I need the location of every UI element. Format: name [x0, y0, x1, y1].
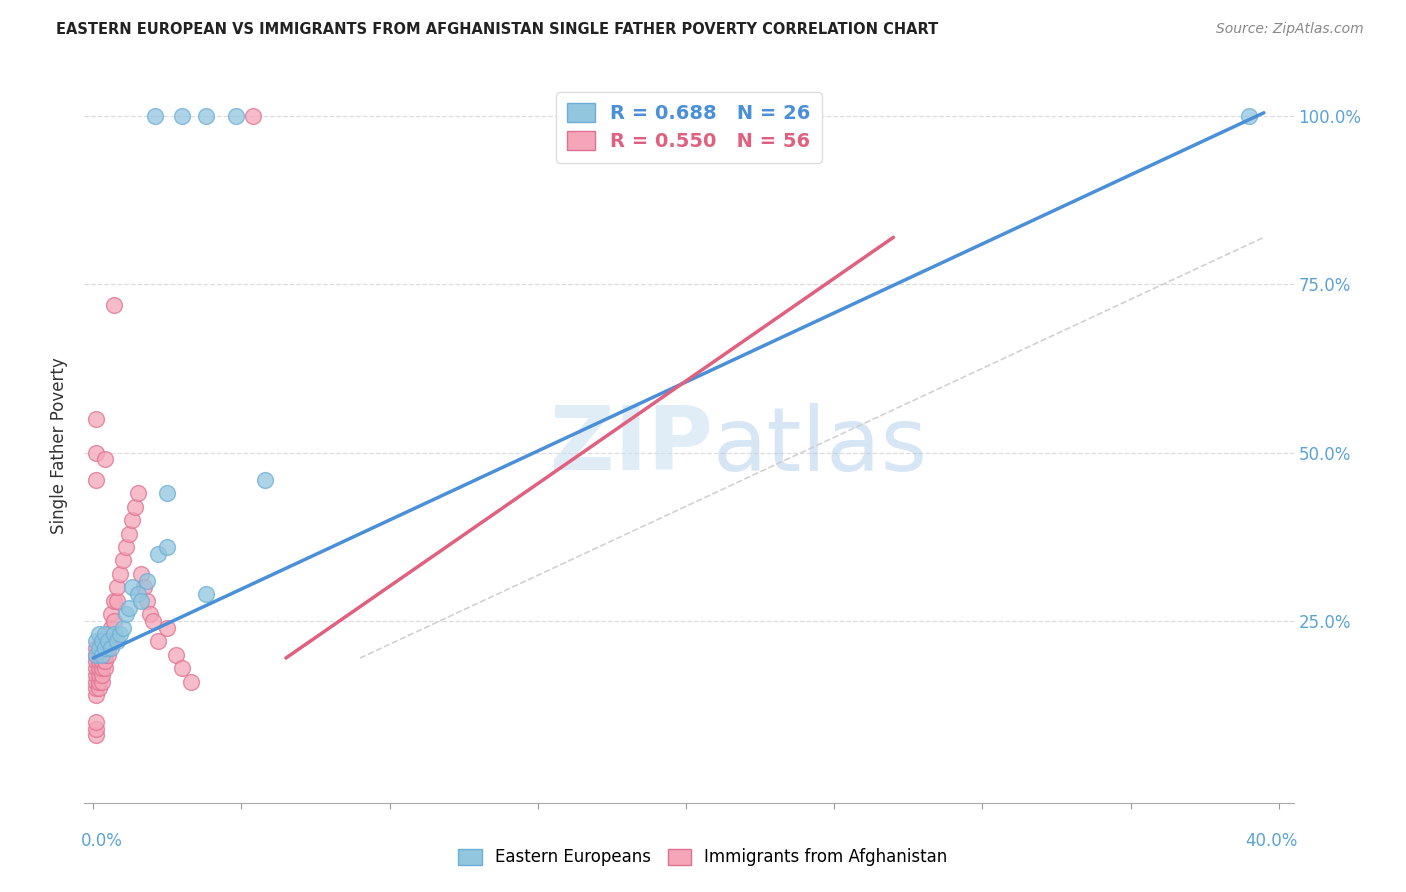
Point	[91, 668, 114, 682]
Point	[94, 634, 117, 648]
Point	[180, 674, 202, 689]
Point	[89, 674, 111, 689]
Point	[105, 634, 128, 648]
Point	[108, 627, 131, 641]
Point	[84, 729, 107, 743]
Point	[111, 621, 134, 635]
Point	[135, 574, 157, 588]
Point	[91, 661, 114, 675]
Point	[84, 722, 107, 736]
Point	[84, 661, 107, 675]
Point	[84, 640, 107, 655]
Point	[138, 607, 160, 622]
Point	[194, 109, 217, 123]
Point	[129, 566, 152, 581]
Text: 0.0%: 0.0%	[80, 831, 122, 849]
Point	[124, 500, 146, 514]
Point	[172, 109, 194, 123]
Point	[94, 648, 117, 662]
Point	[94, 452, 117, 467]
Point	[89, 640, 111, 655]
Point	[172, 661, 194, 675]
Point	[84, 446, 107, 460]
Point	[84, 473, 107, 487]
Text: 40.0%: 40.0%	[1244, 831, 1298, 849]
Point	[132, 580, 155, 594]
Point	[94, 661, 117, 675]
Text: atlas: atlas	[713, 402, 928, 490]
Point	[84, 634, 107, 648]
Point	[84, 655, 107, 669]
Point	[103, 298, 125, 312]
Point	[97, 634, 120, 648]
Point	[105, 594, 128, 608]
Point	[89, 681, 111, 696]
Legend: Eastern Europeans, Immigrants from Afghanistan: Eastern Europeans, Immigrants from Afgha…	[450, 840, 956, 875]
Point	[135, 594, 157, 608]
Y-axis label: Single Father Poverty: Single Father Poverty	[51, 358, 69, 534]
Legend: R = 0.688   N = 26, R = 0.550   N = 56: R = 0.688 N = 26, R = 0.550 N = 56	[555, 92, 823, 162]
Point	[91, 634, 114, 648]
Point	[156, 540, 179, 554]
Point	[100, 621, 122, 635]
Point	[103, 594, 125, 608]
Point	[91, 648, 114, 662]
Point	[127, 486, 149, 500]
Point	[194, 587, 217, 601]
Point	[94, 655, 117, 669]
Point	[118, 526, 141, 541]
Point	[84, 674, 107, 689]
Point	[94, 640, 117, 655]
Point	[91, 674, 114, 689]
Point	[97, 640, 120, 655]
Point	[127, 587, 149, 601]
Point	[111, 553, 134, 567]
Point	[118, 600, 141, 615]
Point	[84, 648, 107, 662]
Point	[115, 607, 138, 622]
Point	[148, 547, 170, 561]
Point	[1237, 109, 1260, 123]
Point	[84, 714, 107, 729]
Point	[91, 648, 114, 662]
Point	[84, 688, 107, 702]
Point	[89, 668, 111, 682]
Text: ZIP: ZIP	[550, 402, 713, 490]
Point	[115, 540, 138, 554]
Point	[121, 580, 143, 594]
Point	[89, 655, 111, 669]
Point	[156, 486, 179, 500]
Point	[89, 627, 111, 641]
Point	[225, 109, 247, 123]
Point	[94, 627, 117, 641]
Point	[242, 109, 264, 123]
Point	[121, 513, 143, 527]
Point	[100, 640, 122, 655]
Point	[156, 621, 179, 635]
Point	[145, 109, 167, 123]
Point	[84, 648, 107, 662]
Point	[100, 634, 122, 648]
Point	[108, 566, 131, 581]
Text: EASTERN EUROPEAN VS IMMIGRANTS FROM AFGHANISTAN SINGLE FATHER POVERTY CORRELATIO: EASTERN EUROPEAN VS IMMIGRANTS FROM AFGH…	[56, 22, 938, 37]
Point	[165, 648, 187, 662]
Point	[100, 607, 122, 622]
Point	[89, 661, 111, 675]
Point	[97, 627, 120, 641]
Point	[141, 614, 163, 628]
Point	[103, 627, 125, 641]
Point	[105, 580, 128, 594]
Point	[84, 668, 107, 682]
Point	[97, 648, 120, 662]
Point	[84, 681, 107, 696]
Point	[129, 594, 152, 608]
Point	[103, 614, 125, 628]
Text: Source: ZipAtlas.com: Source: ZipAtlas.com	[1216, 22, 1364, 37]
Point	[148, 634, 170, 648]
Point	[254, 473, 277, 487]
Point	[89, 648, 111, 662]
Point	[91, 655, 114, 669]
Point	[84, 412, 107, 426]
